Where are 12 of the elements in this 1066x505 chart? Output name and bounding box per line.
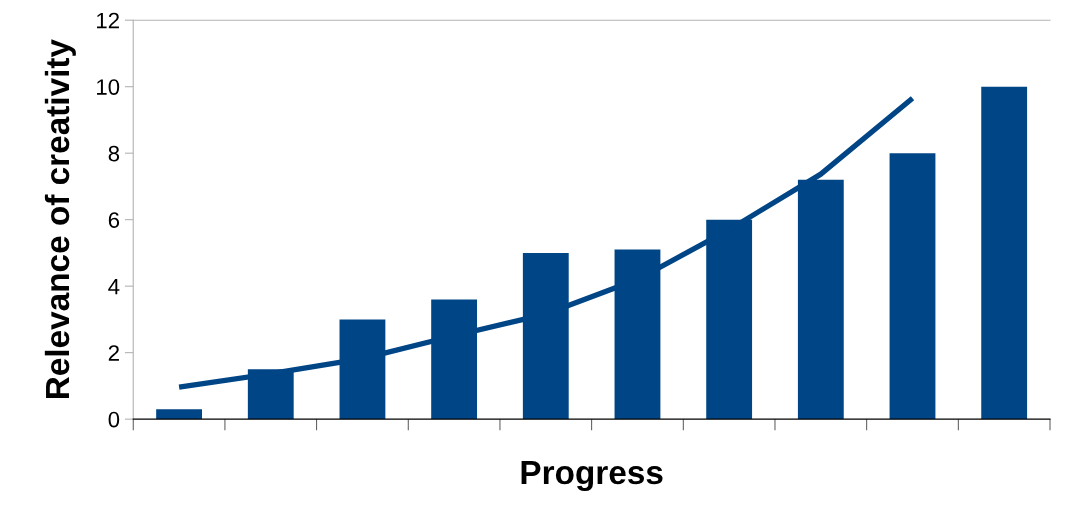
bar <box>981 86 1028 420</box>
y-tick-label: 0 <box>108 411 120 428</box>
x-axis-title: Progress <box>521 461 663 492</box>
y-axis-title: Relevance of creativity <box>44 39 76 399</box>
y-tick-label: 12 <box>97 12 119 29</box>
y-tick-label: 2 <box>108 345 119 361</box>
bar <box>889 153 936 420</box>
y-tick-label: 4 <box>108 278 120 295</box>
bar <box>156 409 203 420</box>
y-tick-label: 10 <box>97 79 120 95</box>
y-tick-label: 6 <box>108 212 120 228</box>
y-tick-label: 8 <box>108 145 120 162</box>
